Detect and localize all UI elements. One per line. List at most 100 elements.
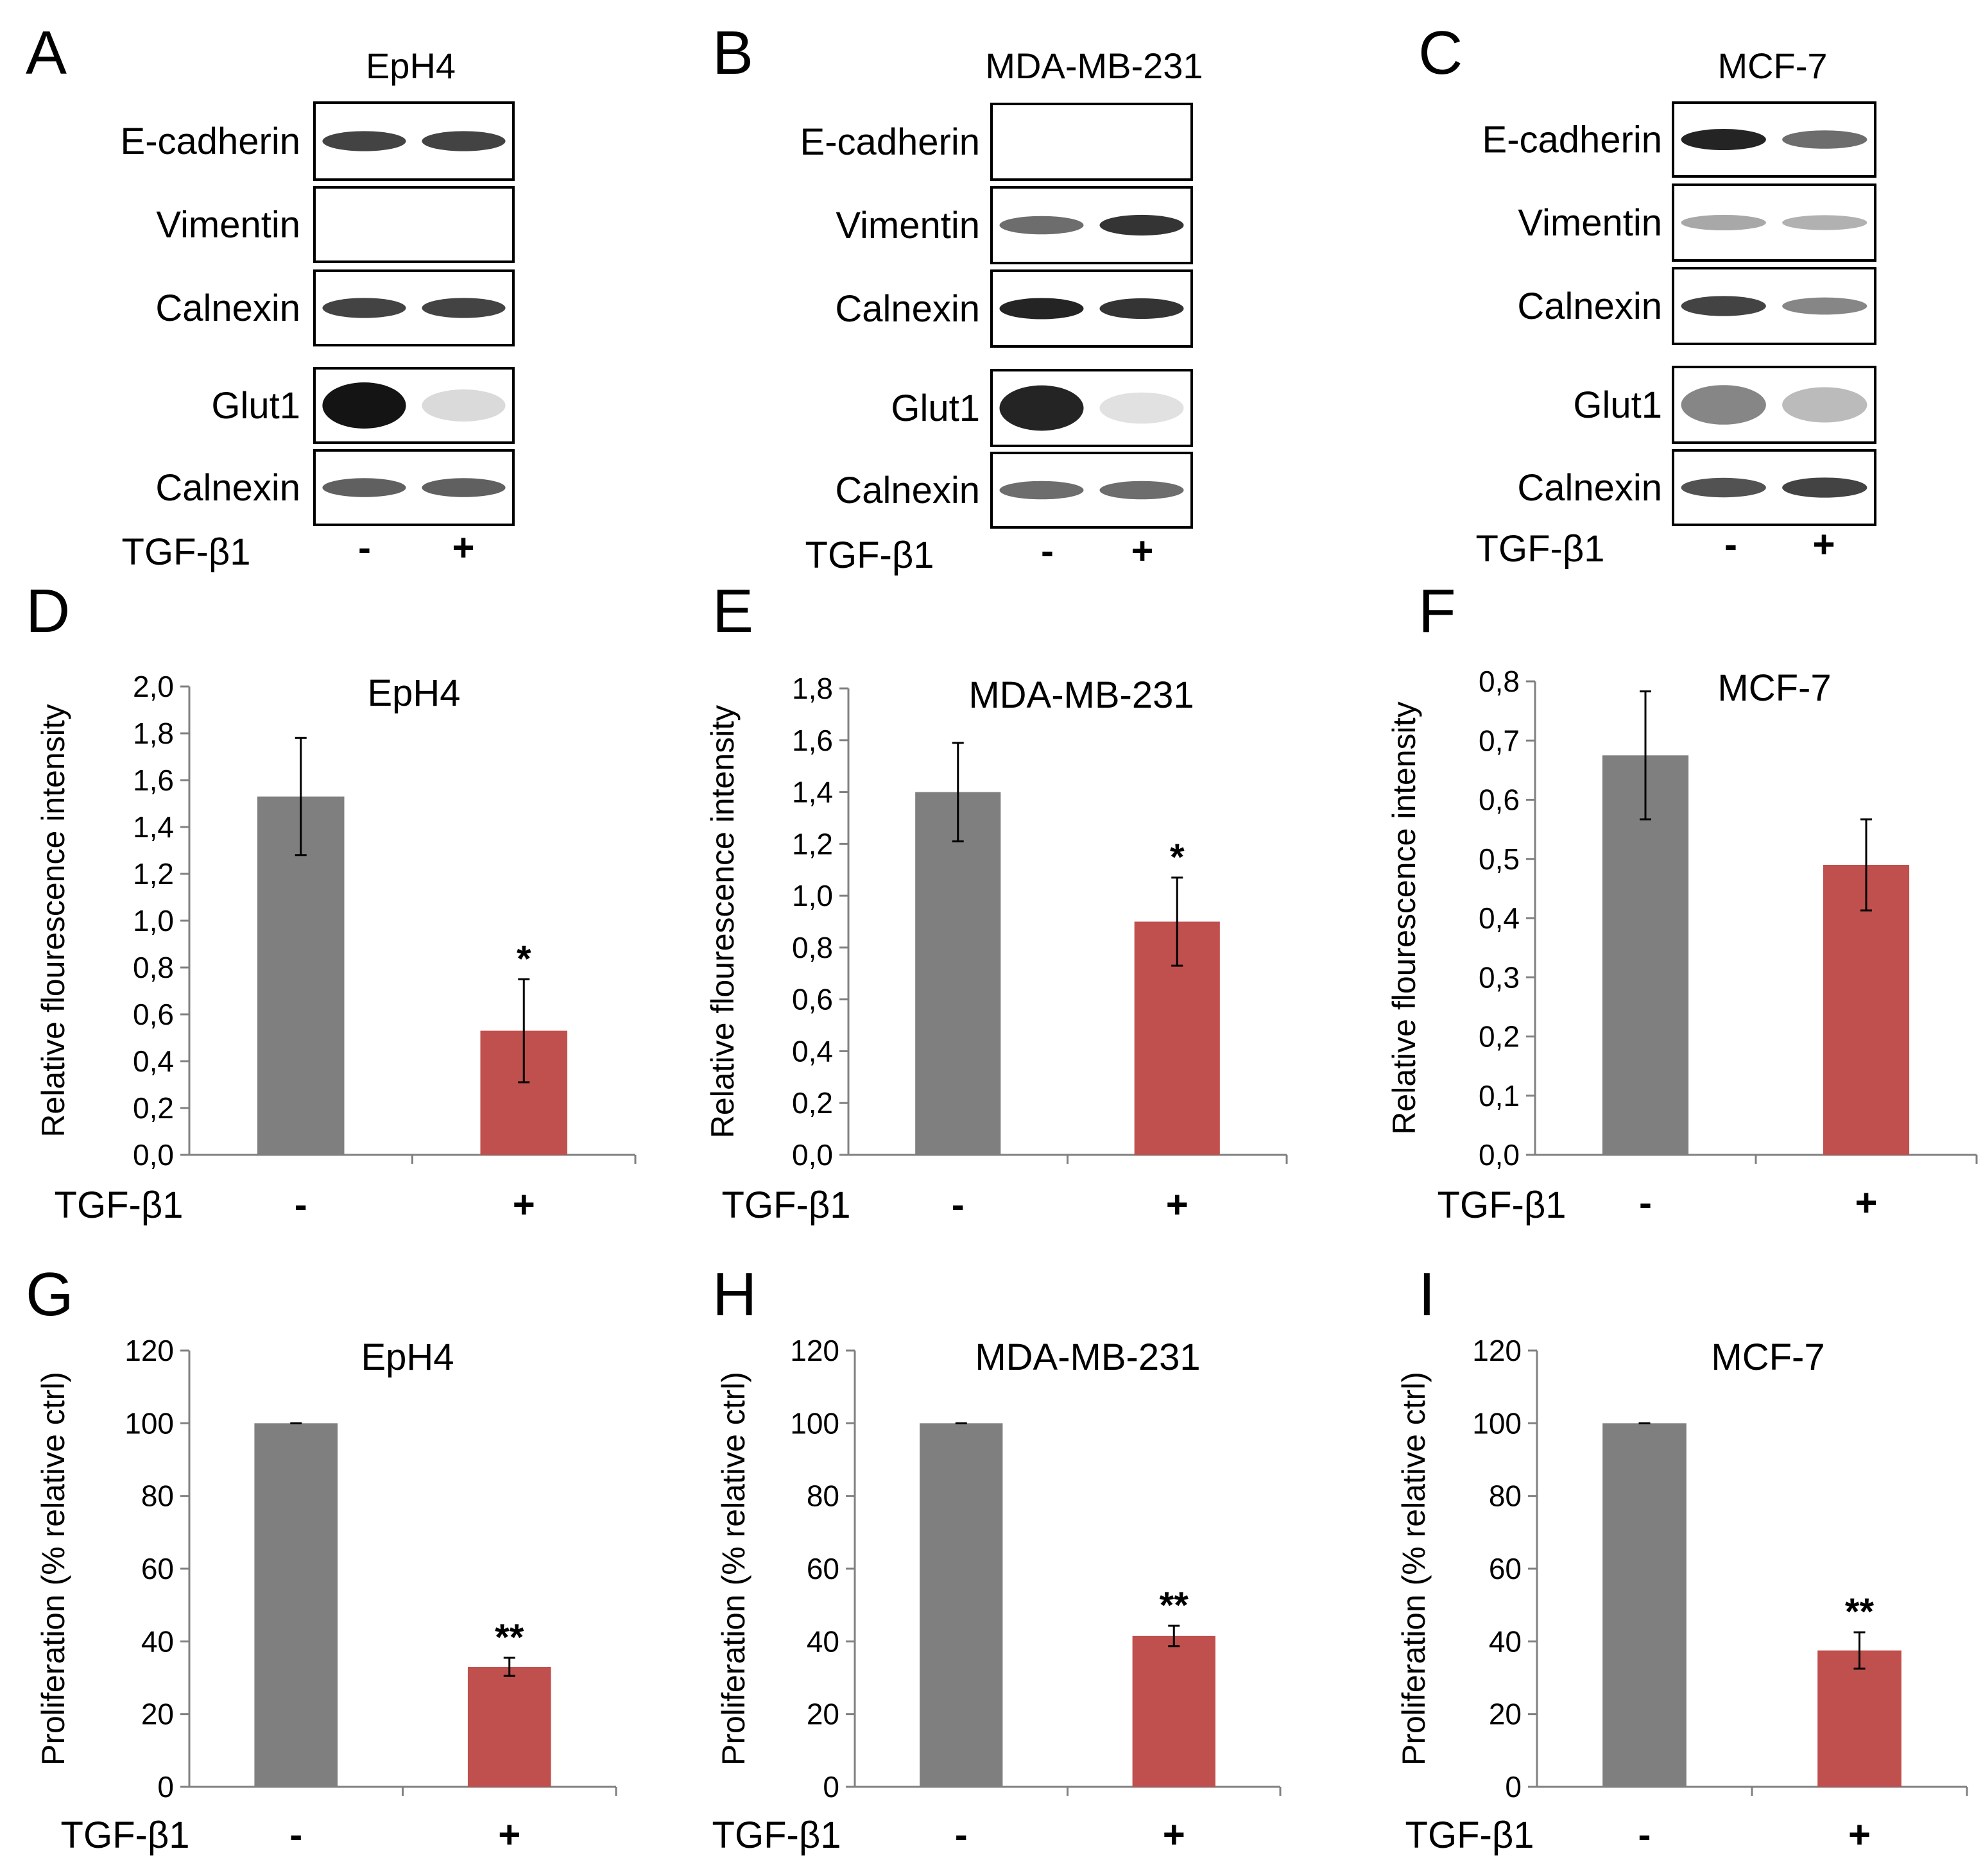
protein-band — [1099, 481, 1184, 500]
lane-label-minus: - — [358, 526, 371, 569]
protein-label: Vimentin — [1518, 202, 1662, 244]
cell-line-title: EpH4 — [366, 46, 456, 86]
y-axis-label: Proliferation (% relative ctrl) — [35, 1372, 71, 1766]
protein-label: Calnexin — [155, 467, 300, 509]
protein-label: Calnexin — [835, 470, 980, 511]
bar-treated — [1823, 864, 1910, 1155]
y-tick-label: 0,4 — [133, 1045, 174, 1078]
blot-strip: Vimentin — [156, 186, 515, 263]
protein-label: Glut1 — [891, 388, 980, 429]
panel-letter: H — [712, 1260, 757, 1329]
significance-marker: ** — [1160, 1585, 1189, 1626]
protein-label: Glut1 — [211, 385, 300, 427]
y-tick-label: 0,5 — [1479, 842, 1520, 876]
error-bar — [518, 978, 530, 1084]
blot-strip: Calnexin — [1517, 449, 1876, 526]
y-tick-label: 20 — [1489, 1698, 1522, 1731]
y-tick-label: 40 — [807, 1624, 839, 1658]
y-tick-label: 120 — [124, 1334, 174, 1367]
panel-letter: E — [712, 577, 753, 645]
protein-band — [1782, 297, 1867, 315]
y-tick-label: 1,0 — [133, 904, 174, 937]
y-tick-label: 0 — [1505, 1770, 1522, 1804]
y-axis-label: Relative flourescence intensity — [35, 704, 71, 1137]
blot-strip: E-cadherin — [121, 101, 515, 181]
bar-treated — [1817, 1650, 1901, 1787]
y-tick-label: 120 — [1472, 1334, 1522, 1367]
treatment-label: TGF-β1 — [1438, 1184, 1567, 1226]
bar-chart-grid: D EpH4 Relative flourescence intensity 0,0 0… — [26, 577, 1978, 1856]
treatment-label: TGF-β1 — [55, 1184, 184, 1226]
protein-band — [1782, 130, 1867, 149]
blot-strip: Calnexin — [155, 449, 515, 526]
y-tick-label: 0,0 — [792, 1138, 833, 1172]
error-bar — [952, 742, 964, 842]
y-axis-label: Relative flourescence intensity — [1386, 701, 1422, 1134]
y-tick-label: 100 — [124, 1406, 174, 1440]
panel-letter: F — [1418, 577, 1456, 645]
blot-frame — [990, 103, 1193, 181]
y-tick-label: 60 — [1489, 1552, 1522, 1585]
y-tick-label: 0 — [157, 1770, 174, 1804]
lane-label-minus: - — [1724, 523, 1737, 566]
x-tick-label: - — [952, 1183, 965, 1226]
lane-label-plus: + — [1812, 523, 1835, 566]
protein-band — [1782, 477, 1867, 498]
blot-strip: Vimentin — [836, 186, 1193, 264]
bar-chart-e: E MDA-MB-231 Relative flourescence intensi… — [705, 577, 1288, 1226]
bar-chart-f: F MCF-7 Relative flourescence intensity 0,0… — [1386, 577, 1978, 1226]
y-tick-label: 1,6 — [792, 724, 833, 757]
bar-chart-d: D EpH4 Relative flourescence intensity 0,0 0… — [26, 577, 637, 1226]
y-tick-label: 0,8 — [792, 931, 833, 964]
y-tick-label: 80 — [1489, 1479, 1522, 1513]
blot-strip: Glut1 — [891, 369, 1193, 447]
y-axis-label: Relative flourescence intensity — [705, 705, 741, 1138]
panel-letter: I — [1418, 1260, 1436, 1329]
blot-strip: Glut1 — [211, 367, 515, 444]
bar-control — [254, 1423, 338, 1787]
chart-title: MCF-7 — [1717, 667, 1831, 709]
treatment-label: TGF-β1 — [122, 531, 251, 573]
y-tick-label: 80 — [141, 1479, 174, 1513]
chart-title: MDA-MB-231 — [975, 1336, 1200, 1378]
y-tick-label: 1,2 — [792, 827, 833, 860]
treatment-label: TGF-β1 — [712, 1814, 841, 1856]
bar-control — [257, 796, 345, 1155]
bar-control — [920, 1423, 1003, 1787]
panel-letter: D — [26, 577, 70, 645]
y-tick-label: 1,8 — [133, 717, 174, 750]
treatment-label: TGF-β1 — [1476, 528, 1605, 570]
y-tick-label: 80 — [807, 1479, 839, 1513]
chart-title: MDA-MB-231 — [968, 674, 1194, 716]
treatment-label: TGF-β1 — [61, 1814, 190, 1856]
protein-band — [1681, 385, 1766, 425]
lane-label-minus: - — [1041, 529, 1054, 572]
panel-letter: A — [26, 19, 67, 87]
significance-marker: * — [517, 938, 531, 980]
lane-label-plus: + — [452, 526, 474, 569]
significance-marker: ** — [495, 1617, 524, 1659]
blot-strip: Vimentin — [1518, 183, 1876, 262]
x-tick-label: + — [1166, 1183, 1189, 1226]
y-tick-label: 0,1 — [1479, 1079, 1520, 1113]
error-bar — [1853, 1631, 1866, 1670]
protein-band — [1099, 298, 1184, 320]
x-tick-label: - — [1639, 1181, 1652, 1224]
y-tick-label: 1,6 — [133, 763, 174, 797]
error-bar — [503, 1657, 515, 1677]
error-bar — [1171, 876, 1183, 967]
western-blot-row: A EpH4 E-cadherin Vimentin Calnexin Glut1 Caln… — [26, 19, 1876, 576]
bar-control — [1602, 755, 1689, 1155]
y-tick-label: 100 — [790, 1406, 839, 1440]
cell-line-title: MCF-7 — [1717, 46, 1827, 86]
protein-band — [1681, 477, 1766, 498]
protein-band — [322, 478, 406, 497]
protein-band — [999, 385, 1084, 431]
protein-band — [1782, 387, 1867, 423]
y-tick-label: 60 — [141, 1552, 174, 1585]
x-tick-label: - — [1638, 1813, 1651, 1856]
panel-letter: G — [26, 1260, 74, 1329]
treatment-label: TGF-β1 — [722, 1184, 851, 1226]
bar-treated — [1132, 1635, 1215, 1787]
